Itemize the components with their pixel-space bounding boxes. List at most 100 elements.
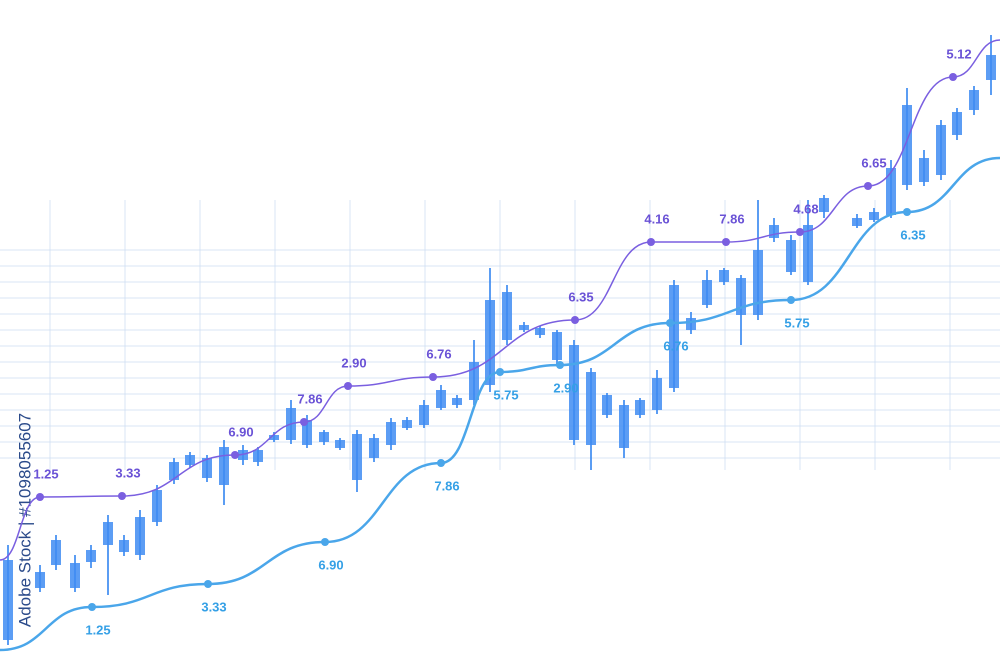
point-label: 7.86 xyxy=(719,211,744,226)
point xyxy=(571,316,579,324)
point xyxy=(864,182,872,190)
candle-body xyxy=(753,250,763,315)
candle-body xyxy=(169,462,179,480)
candle-body xyxy=(852,218,862,226)
point-label: 4.68 xyxy=(793,201,818,216)
candle-body xyxy=(669,285,679,388)
candle-body xyxy=(185,455,195,465)
candle-body xyxy=(702,280,712,305)
point-label: 6.35 xyxy=(900,227,925,242)
candle-body xyxy=(352,434,362,480)
candle-body xyxy=(502,292,512,340)
point-label: 5.75 xyxy=(784,315,809,330)
candle-body xyxy=(803,225,813,282)
candle-body xyxy=(819,198,829,212)
candle-body xyxy=(369,438,379,458)
candle-body xyxy=(736,278,746,315)
candle-body xyxy=(70,563,80,588)
candle-body xyxy=(319,432,329,442)
point-label: 3.33 xyxy=(201,599,226,614)
point-label: 5.75 xyxy=(493,387,518,402)
point-label: 6.90 xyxy=(318,557,343,572)
candle-body xyxy=(469,362,479,400)
watermark: Adobe Stock | #1098055607 xyxy=(15,413,34,627)
candle-body xyxy=(902,105,912,185)
candle-body xyxy=(152,490,162,522)
point xyxy=(556,361,564,369)
candle-body xyxy=(386,422,396,445)
candle-body xyxy=(769,225,779,238)
candle-body xyxy=(686,318,696,330)
candle-body xyxy=(869,212,879,220)
candle-body xyxy=(202,458,212,478)
point-label: 6.90 xyxy=(228,424,253,439)
candle-body xyxy=(535,328,545,335)
candle-body xyxy=(619,405,629,448)
candle-body xyxy=(3,560,13,640)
candle-body xyxy=(986,55,996,80)
candle-body xyxy=(335,440,345,448)
point xyxy=(300,418,308,426)
point-label: 7.86 xyxy=(297,391,322,406)
point-label: 1.25 xyxy=(85,622,110,637)
point-label: 6.65 xyxy=(861,155,886,170)
candle-body xyxy=(485,300,495,385)
candle-body xyxy=(419,405,429,425)
point xyxy=(231,451,239,459)
candle-body xyxy=(119,540,129,552)
point xyxy=(903,208,911,216)
candle-body xyxy=(135,517,145,555)
point-label: 7.86 xyxy=(434,478,459,493)
candle-body xyxy=(51,540,61,565)
point xyxy=(496,368,504,376)
candle-body xyxy=(269,435,279,440)
candle-body xyxy=(552,332,562,360)
candle-body xyxy=(719,270,729,282)
point xyxy=(204,580,212,588)
point xyxy=(429,373,437,381)
candle-body xyxy=(519,325,529,330)
grid xyxy=(0,200,1000,470)
point xyxy=(88,603,96,611)
candle-body xyxy=(786,240,796,272)
candle-body xyxy=(952,112,962,135)
candle-body xyxy=(569,345,579,440)
candle-body xyxy=(886,168,896,215)
point xyxy=(722,238,730,246)
candle-body xyxy=(219,447,229,485)
candle-body xyxy=(436,390,446,408)
point xyxy=(647,238,655,246)
point xyxy=(796,228,804,236)
candle-body xyxy=(936,125,946,175)
candle-body xyxy=(253,450,263,462)
candle-body xyxy=(452,398,462,405)
point xyxy=(666,319,674,327)
candle-body xyxy=(635,400,645,415)
point-label: 6.35 xyxy=(568,289,593,304)
candle-body xyxy=(302,420,312,445)
point xyxy=(344,382,352,390)
candle-body xyxy=(35,572,45,588)
point xyxy=(787,296,795,304)
point xyxy=(437,459,445,467)
point xyxy=(321,538,329,546)
candle-body xyxy=(402,420,412,428)
candle-body xyxy=(103,522,113,545)
candle-body xyxy=(586,372,596,445)
candle-body xyxy=(919,158,929,182)
candle-body xyxy=(969,90,979,110)
point-label: 2.90 xyxy=(341,355,366,370)
point xyxy=(949,73,957,81)
point-label: 6.76 xyxy=(663,338,688,353)
point xyxy=(36,493,44,501)
point-label: 4.16 xyxy=(644,211,669,226)
candle-body xyxy=(602,395,612,415)
point-label: 3.33 xyxy=(115,465,140,480)
point-label: 1.25 xyxy=(33,466,58,481)
candle-body xyxy=(86,550,96,562)
point-label: 2.90 xyxy=(553,380,578,395)
candle-body xyxy=(652,378,662,410)
point-label: 5.12 xyxy=(946,46,971,61)
point xyxy=(118,492,126,500)
point-label: 6.76 xyxy=(426,346,451,361)
